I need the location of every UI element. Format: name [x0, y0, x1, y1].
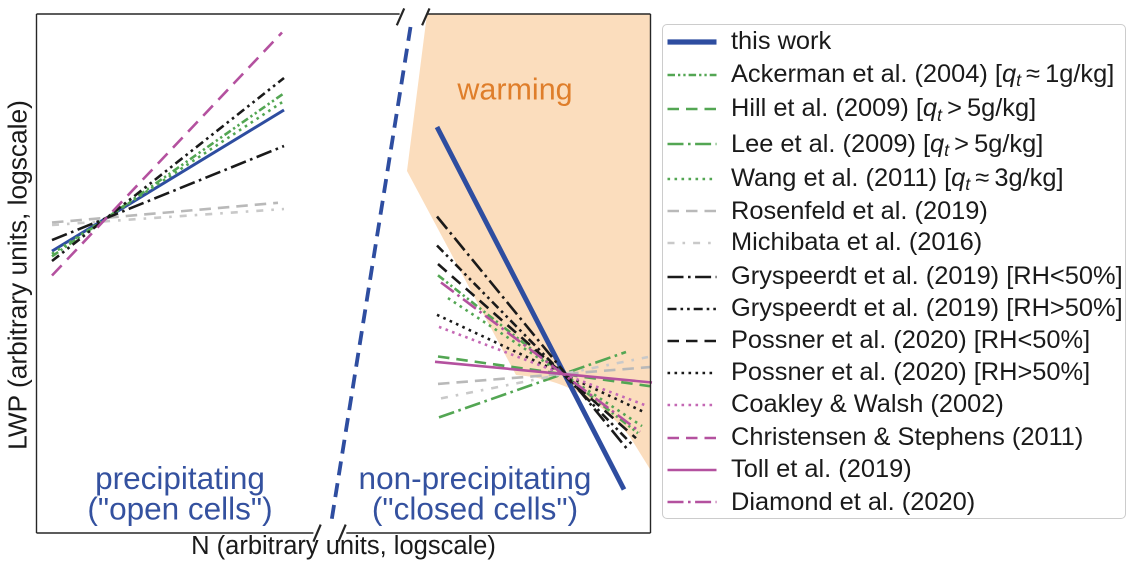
- svg-text:N (arbitrary units, logscale): N (arbitrary units, logscale): [191, 532, 496, 560]
- svg-text:("open cells"): ("open cells"): [87, 491, 272, 527]
- svg-text:precipitating: precipitating: [95, 460, 265, 496]
- svg-text:non-precipitating: non-precipitating: [359, 460, 592, 496]
- svg-text:LWP (arbitrary units, logscale: LWP (arbitrary units, logscale): [3, 100, 33, 450]
- svg-text:("closed cells"): ("closed cells"): [372, 491, 578, 527]
- svg-text:warming: warming: [456, 73, 572, 107]
